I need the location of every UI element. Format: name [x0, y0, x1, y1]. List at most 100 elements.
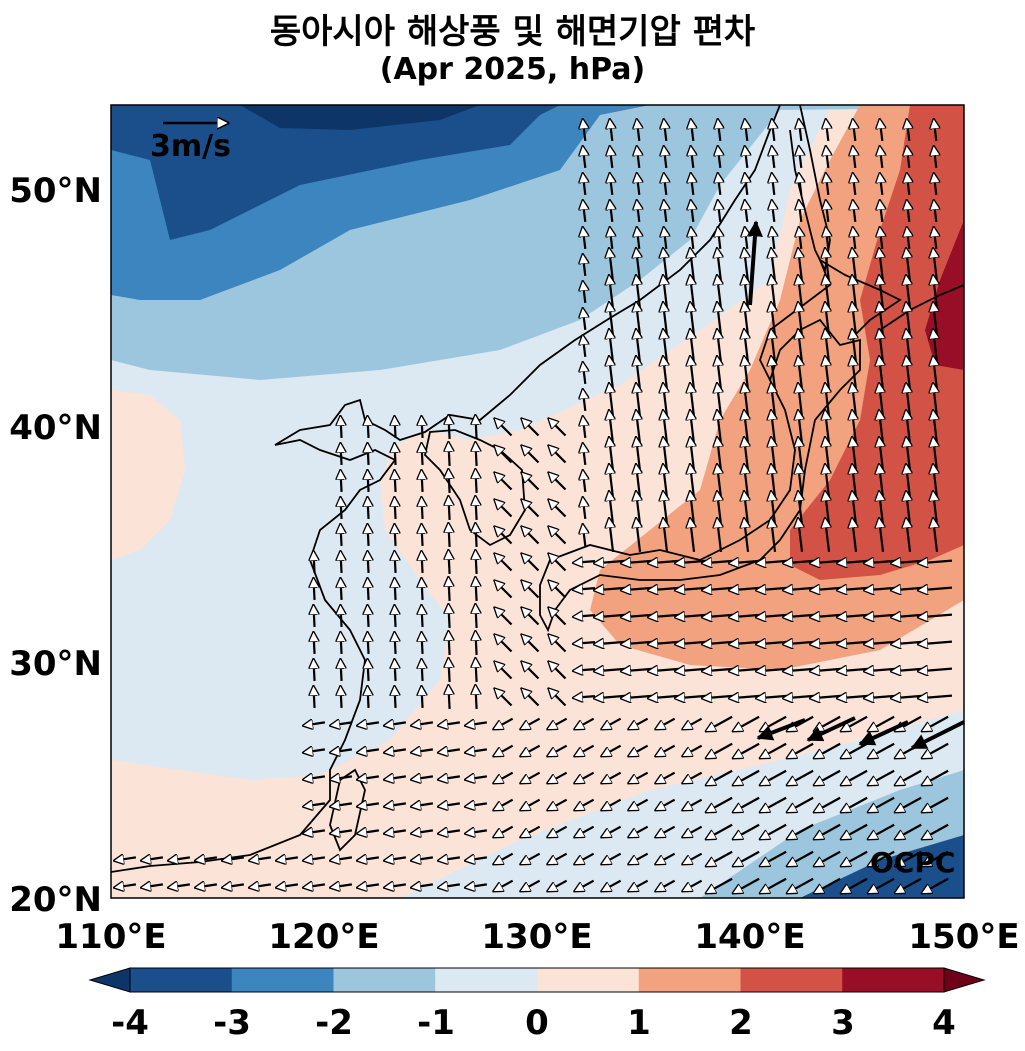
colorbar-tick: 3 [831, 1003, 855, 1043]
wind-vector [610, 146, 613, 169]
wind-vector [340, 632, 341, 655]
lat-label: 30°N [9, 644, 102, 684]
wind-vector [628, 744, 649, 757]
wind-vector [628, 717, 649, 730]
wind-vector [313, 686, 314, 709]
wind-vector [853, 119, 856, 142]
wind-vector [583, 200, 586, 223]
wind-vector [814, 823, 841, 839]
wind-vector [448, 415, 449, 440]
wind-vector [573, 561, 596, 563]
wind-vector [448, 577, 449, 602]
wind-vector [495, 419, 513, 437]
wind-vector [841, 742, 868, 758]
wind-vector [733, 877, 760, 893]
wind-vector [520, 798, 541, 811]
wind-vector [394, 470, 395, 493]
wind-vector [394, 632, 395, 655]
colorbar-segment [842, 968, 945, 992]
wind-vector [522, 527, 540, 545]
colorbar-frame [129, 967, 945, 993]
wind-vector [448, 496, 449, 521]
wind-vector [249, 884, 272, 887]
wind-vector [760, 742, 787, 758]
colorbar-segment [333, 968, 436, 992]
wind-vector [922, 850, 949, 866]
wind-vector [114, 857, 137, 860]
wind-vector [745, 146, 748, 169]
wind-vector [384, 857, 407, 860]
wind-vector [663, 518, 667, 553]
wind-vector [814, 769, 841, 785]
wind-vector [547, 717, 568, 730]
wind-vector [493, 798, 514, 811]
colorbar-extend-low [88, 967, 131, 993]
wind-vector [313, 605, 314, 628]
wind-vector [384, 830, 407, 833]
wind-vector [384, 803, 407, 806]
wind-vector [895, 850, 922, 866]
wind-vector [493, 852, 514, 865]
wind-vector [475, 469, 476, 494]
wind-vector [340, 605, 341, 628]
reference-vector-label: 3m/s [150, 129, 231, 164]
wind-vector [495, 581, 513, 599]
wind-vector [340, 443, 341, 466]
wind-vector [522, 635, 540, 653]
wind-vector [421, 551, 422, 574]
wind-vector [357, 830, 380, 833]
lat-label: 40°N [9, 408, 102, 448]
wind-vector [744, 518, 748, 553]
wind-vector [547, 744, 568, 757]
wind-vector [825, 518, 829, 553]
highlight-vector [910, 720, 965, 750]
wind-vector [880, 200, 883, 223]
wind-vector [895, 796, 922, 812]
wind-vector [475, 658, 476, 683]
wind-vector [522, 662, 540, 680]
wind-vector [691, 227, 694, 250]
colorbar-tick: 1 [627, 1003, 651, 1043]
wind-vector [880, 146, 883, 169]
colorbar-segment [537, 968, 640, 992]
wind-vector [664, 119, 667, 142]
wind-vector [628, 825, 649, 838]
wind-vector [787, 796, 814, 812]
wind-vector [637, 200, 640, 223]
wind-vector [601, 717, 622, 730]
wind-vector [879, 518, 883, 553]
wind-vector [852, 518, 856, 553]
coast-taiwan [329, 768, 366, 852]
wind-vector [691, 173, 694, 196]
coast-kurils [879, 284, 964, 331]
wind-vector [733, 769, 760, 785]
wind-vector [367, 443, 368, 466]
wind-vector [583, 497, 586, 520]
wind-vector [168, 857, 191, 860]
wind-vector [340, 578, 341, 601]
wind-vector [222, 857, 245, 860]
wind-vector [895, 769, 922, 785]
wind-vector [691, 200, 694, 223]
highlight-vector [858, 720, 909, 746]
wind-vector [934, 146, 937, 169]
colorbar-ticks: -4 -3 -2 -1 0 1 2 3 4 [111, 1003, 956, 1043]
wind-vector [421, 605, 422, 628]
wind-vector [907, 227, 910, 250]
wind-vector [493, 744, 514, 757]
wind-vector [330, 884, 353, 887]
wind-vector [549, 527, 567, 545]
colorbar-extend-high [943, 967, 986, 993]
wind-vector [922, 742, 949, 758]
wind-vector [573, 696, 596, 698]
wind-vector [918, 588, 953, 591]
wind-vector [141, 857, 164, 860]
wind-vector [583, 443, 586, 466]
wind-vector [367, 470, 368, 493]
wind-vector [547, 771, 568, 784]
wind-vector [411, 722, 434, 725]
lat-label: 50°N [9, 171, 102, 211]
wind-vector [313, 632, 314, 655]
highlight-vector [746, 220, 763, 306]
wind-vector [394, 497, 395, 520]
